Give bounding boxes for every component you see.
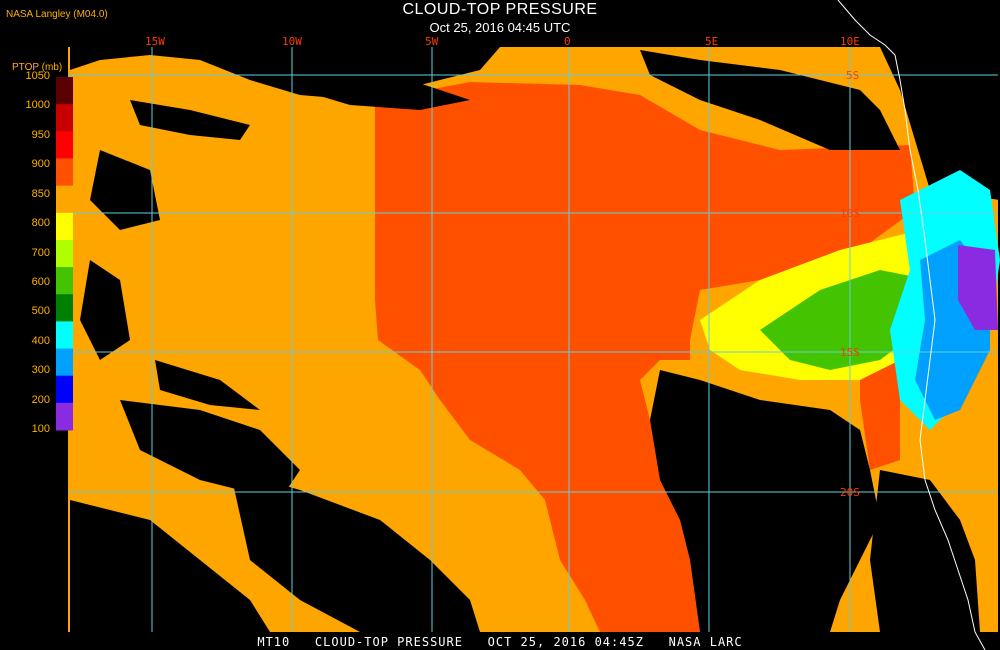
grid-labels: 15W 10W 5W 0 5E 10E 5S 10S 15S 20S	[145, 35, 860, 499]
lon-label: 0	[564, 35, 571, 48]
mid-low-cloud-region	[375, 82, 915, 632]
legend-label: 500	[31, 305, 50, 318]
lon-label: 10W	[282, 35, 302, 48]
legend-title: PTOP (mb)	[12, 62, 63, 73]
legend-swatch	[56, 294, 73, 322]
legend-swatch	[56, 321, 73, 350]
legend-label: 200	[31, 393, 50, 406]
map-title: CLOUD-TOP PRESSURE	[402, 1, 598, 18]
legend-swatch	[56, 267, 73, 295]
lat-label: 5S	[846, 69, 859, 82]
lat-label: 15S	[840, 346, 860, 359]
lon-label: 5W	[425, 35, 439, 48]
lon-label: 10E	[840, 35, 860, 48]
legend-label: 400	[31, 334, 50, 347]
legend-label: 800	[31, 217, 50, 230]
legend-label: 1050	[25, 70, 50, 82]
legend-label: 900	[31, 158, 50, 171]
legend-swatch	[56, 212, 73, 241]
legend-label: 950	[31, 128, 50, 141]
legend-label: 600	[31, 275, 50, 288]
legend-label: 700	[31, 246, 50, 259]
legend-label: 1000	[25, 99, 50, 112]
legend-swatch	[56, 348, 73, 377]
lat-lon-grid	[68, 47, 998, 632]
lon-label: 5E	[705, 35, 718, 48]
legend-swatch	[56, 131, 73, 159]
map-timestamp: Oct 25, 2016 04:45 UTC	[429, 20, 571, 35]
legend-label: 100	[31, 423, 50, 435]
legend-swatch	[56, 77, 73, 105]
legend-swatch	[56, 104, 73, 132]
lat-label: 10S	[840, 207, 860, 220]
lon-label: 15W	[145, 35, 165, 48]
footer-caption: MT10 CLOUD-TOP PRESSURE OCT 25, 2016 04:…	[257, 635, 743, 649]
product-source: NASA Langley (M04.0)	[6, 9, 108, 20]
legend-color-bar	[56, 77, 73, 431]
legend-swatch	[56, 185, 73, 214]
legend-swatch	[56, 402, 73, 431]
legend-swatch	[56, 239, 73, 268]
coastline	[837, 0, 986, 650]
green-cloud-band	[760, 270, 930, 370]
legend-swatch	[56, 158, 73, 187]
legend-label: 300	[31, 364, 50, 377]
legend-label: 850	[31, 187, 50, 200]
legend-swatch	[56, 375, 73, 404]
lat-label: 20S	[840, 486, 860, 499]
violet-cloud-cell	[958, 245, 998, 330]
